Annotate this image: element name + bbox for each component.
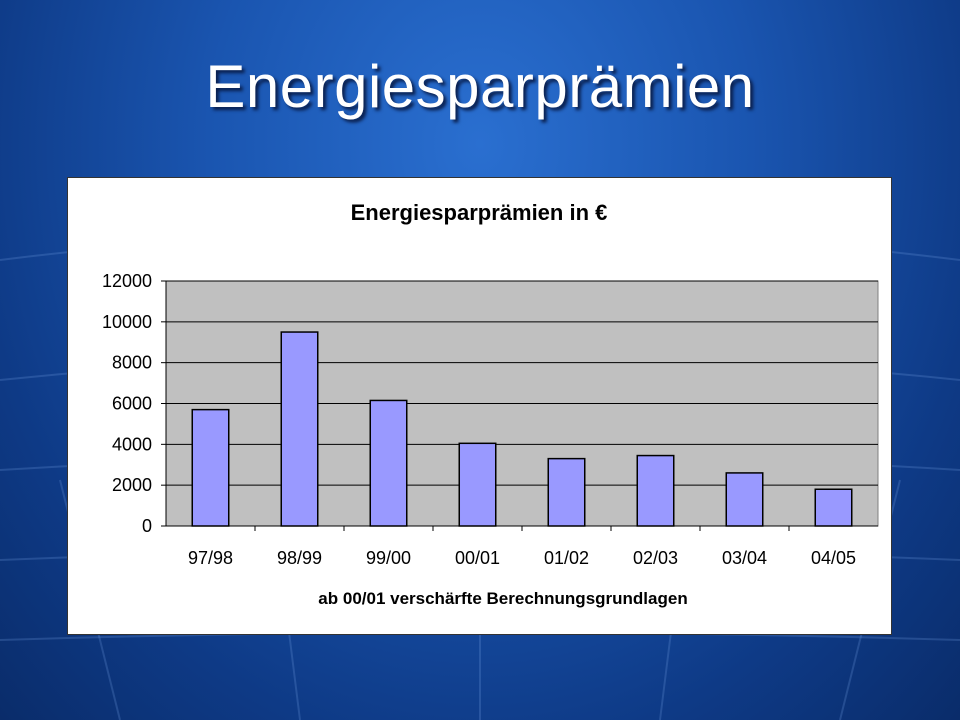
- bar: [636, 454, 675, 527]
- x-tick-label: 01/02: [544, 548, 589, 568]
- x-tick-label: 00/01: [455, 548, 500, 568]
- x-tick-label: 04/05: [811, 548, 856, 568]
- chart-container: Energiesparprämien in € 0 2000 4000 6000 8000…: [67, 177, 892, 635]
- bar-chart: Energiesparprämien in € 0 2000 4000 6000 8000…: [102, 200, 879, 608]
- bar: [369, 399, 408, 527]
- x-axis-label: ab 00/01 verschärfte Berechnungsgrundlag…: [318, 589, 687, 608]
- y-tick-label: 8000: [112, 353, 152, 373]
- x-tick-label: 99/00: [366, 548, 411, 568]
- x-tick-label: 98/99: [277, 548, 322, 568]
- y-tick-label: 4000: [112, 434, 152, 454]
- bar: [458, 442, 497, 527]
- y-tick-label: 10000: [102, 312, 152, 332]
- bar: [814, 488, 853, 527]
- y-tick-label: 6000: [112, 394, 152, 414]
- x-tick-label: 97/98: [188, 548, 233, 568]
- bar: [280, 331, 319, 527]
- bar: [547, 457, 586, 527]
- bar: [725, 472, 764, 527]
- y-tick-label: 0: [142, 516, 152, 536]
- slide-title: Energiesparprämien: [205, 53, 755, 120]
- x-tick-label: 02/03: [633, 548, 678, 568]
- y-tick-label: 2000: [112, 475, 152, 495]
- bar: [191, 408, 230, 527]
- y-tick-label: 12000: [102, 271, 152, 291]
- chart-title: Energiesparprämien in €: [351, 200, 608, 225]
- x-tick-label: 03/04: [722, 548, 767, 568]
